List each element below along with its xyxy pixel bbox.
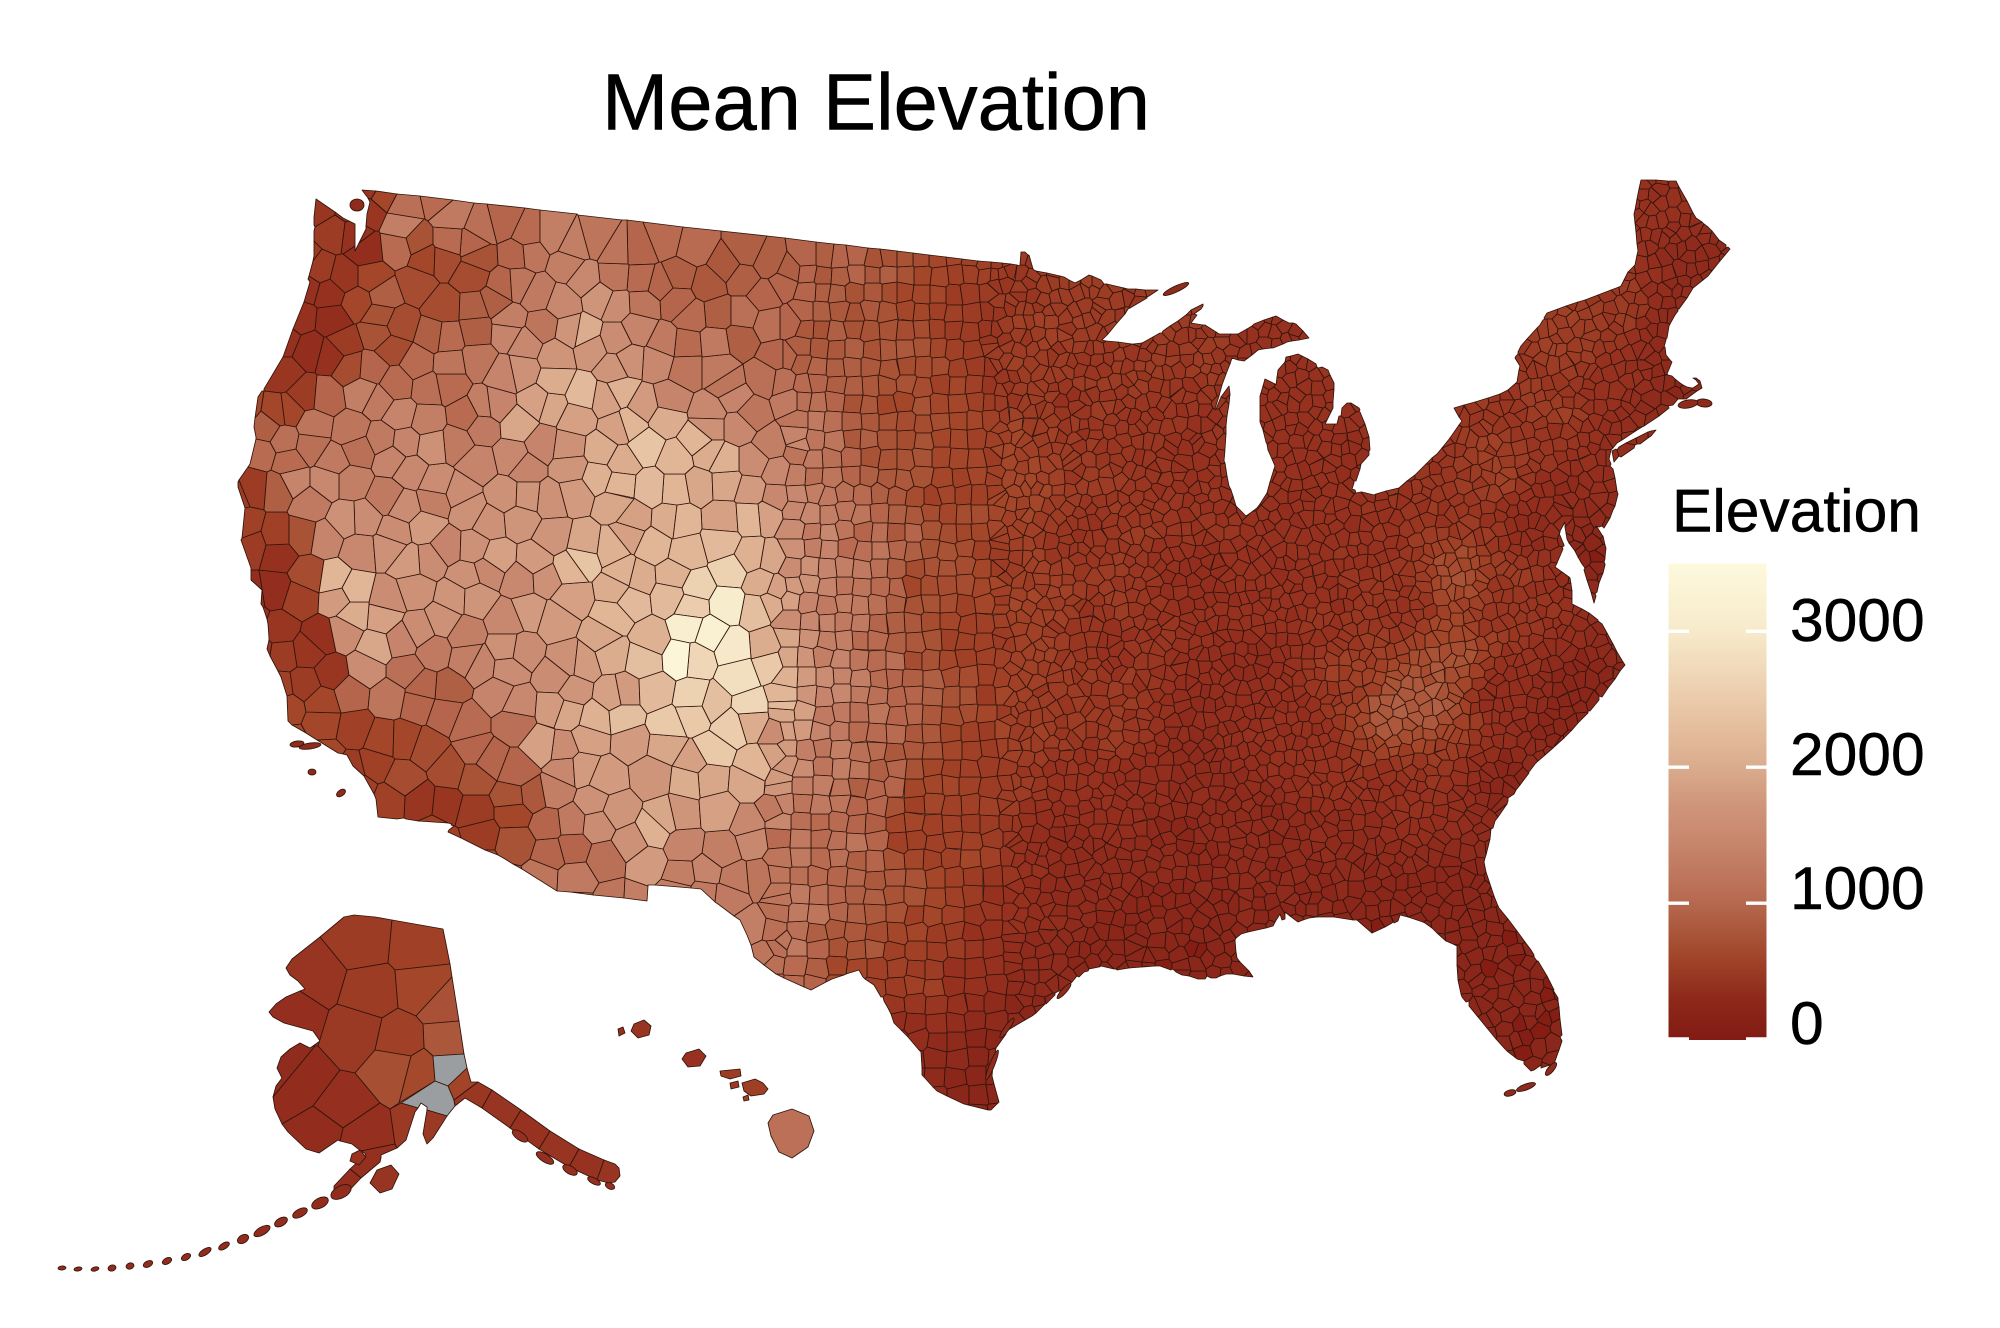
svg-text:3000: 3000 xyxy=(1790,586,1925,654)
svg-text:0: 0 xyxy=(1790,989,1824,1057)
svg-text:1000: 1000 xyxy=(1790,854,1925,922)
svg-text:2000: 2000 xyxy=(1790,720,1925,788)
svg-text:Elevation: Elevation xyxy=(1672,477,1921,545)
svg-text:Mean Elevation: Mean Elevation xyxy=(602,58,1150,147)
